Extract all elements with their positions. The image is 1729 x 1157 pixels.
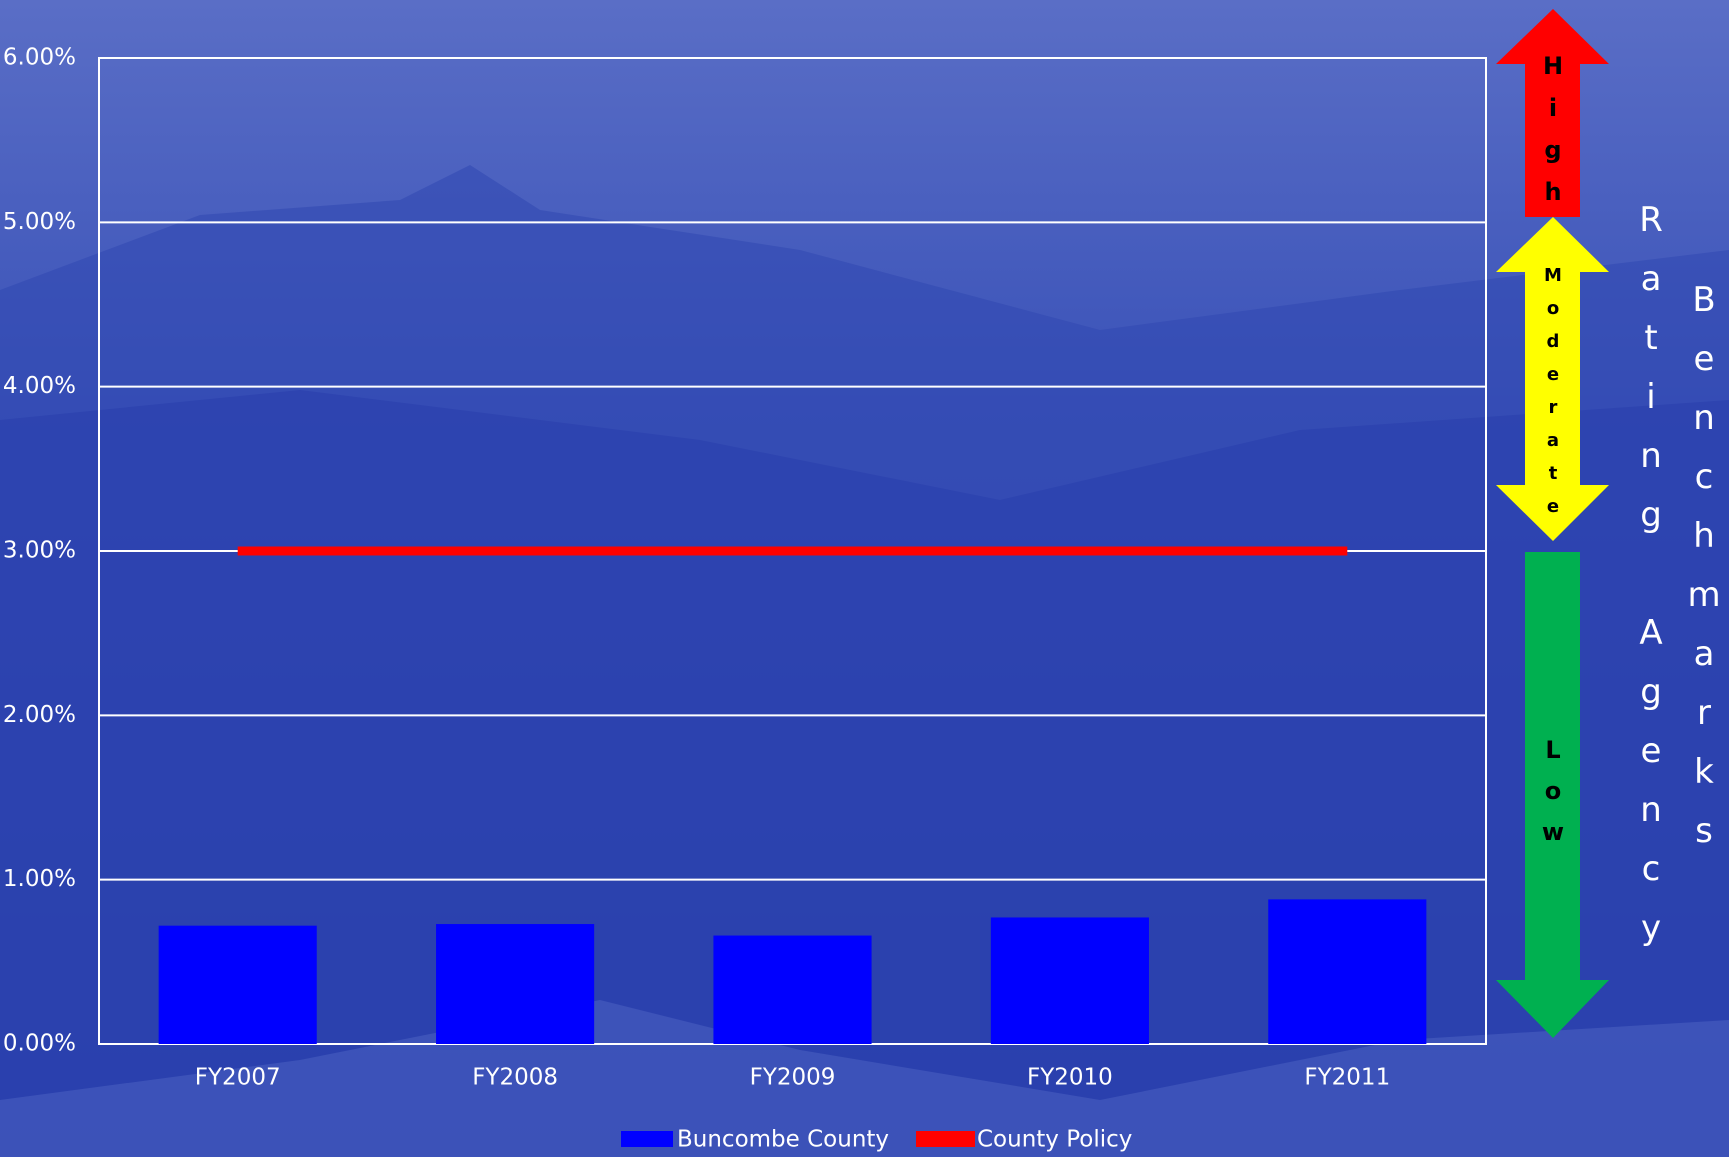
legend-label: Buncombe County xyxy=(677,1127,889,1153)
rating-agency-label: Rating Agency xyxy=(1631,200,1671,967)
legend-swatch xyxy=(621,1131,673,1147)
benchmarks-label: Benchmarks xyxy=(1684,280,1724,870)
bar xyxy=(436,924,595,1044)
x-tick-label: FY2011 xyxy=(1304,1065,1390,1091)
x-tick-label: FY2009 xyxy=(750,1065,836,1091)
moderate-arrow xyxy=(1496,217,1609,541)
legend-swatch xyxy=(916,1131,975,1147)
low-label: Low xyxy=(1539,736,1567,859)
moderate-label: Moderate xyxy=(1543,265,1564,529)
legend-label: County Policy xyxy=(977,1127,1132,1153)
y-tick-label: 4.00% xyxy=(3,373,76,399)
y-tick-label: 0.00% xyxy=(3,1031,76,1057)
bar xyxy=(713,935,872,1044)
bar xyxy=(158,925,317,1044)
high-label: High xyxy=(1539,52,1567,220)
bar xyxy=(990,917,1149,1044)
y-tick-label: 5.00% xyxy=(3,209,76,235)
x-tick-label: FY2007 xyxy=(195,1065,281,1091)
mountain xyxy=(0,1000,1729,1157)
x-tick-label: FY2010 xyxy=(1027,1065,1113,1091)
low-arrow xyxy=(1496,552,1609,1038)
high-arrow xyxy=(1496,9,1609,217)
y-tick-label: 2.00% xyxy=(3,702,76,728)
y-tick-label: 6.00% xyxy=(3,45,76,71)
bar xyxy=(1268,899,1427,1044)
benchmark-arrows xyxy=(1496,9,1609,1038)
y-tick-label: 1.00% xyxy=(3,866,76,892)
y-tick-label: 3.00% xyxy=(3,538,76,564)
x-tick-label: FY2008 xyxy=(472,1065,558,1091)
